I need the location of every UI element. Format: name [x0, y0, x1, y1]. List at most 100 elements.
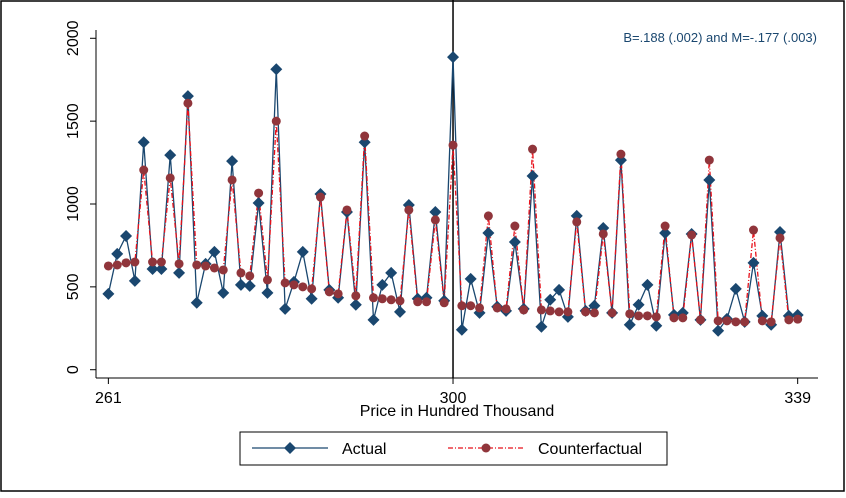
data-point [376, 278, 389, 291]
data-point [695, 315, 705, 325]
data-point [553, 283, 566, 296]
data-point [510, 221, 520, 231]
data-point [581, 307, 591, 317]
data-point [386, 295, 396, 305]
data-point [731, 317, 741, 327]
data-point [208, 245, 221, 258]
data-point [563, 307, 573, 317]
data-point [192, 260, 202, 270]
data-point [280, 278, 290, 288]
data-point [165, 173, 175, 183]
data-point [245, 271, 255, 281]
data-point [137, 136, 150, 149]
data-point [526, 169, 539, 182]
legend-marker [481, 443, 491, 453]
data-point [130, 257, 140, 267]
y-tick-label: 2000 [65, 20, 82, 56]
data-point [324, 287, 334, 297]
data-point [508, 235, 521, 248]
data-point [164, 149, 177, 162]
data-point [351, 291, 361, 301]
data-point [121, 258, 131, 268]
data-point [315, 192, 325, 202]
data-point [607, 308, 617, 318]
data-point [156, 257, 166, 267]
data-point [103, 261, 113, 271]
annotation: B=.188 (.002) and M=-.177 (.003) [623, 30, 817, 45]
legend-label: Actual [342, 441, 386, 458]
data-point [270, 63, 283, 76]
data-point [190, 296, 203, 309]
data-point [784, 315, 794, 325]
data-point [227, 175, 237, 185]
data-point [455, 323, 468, 336]
data-point [342, 205, 352, 215]
data-point [395, 296, 405, 306]
data-point [528, 144, 538, 154]
data-point [572, 217, 582, 227]
data-point [243, 279, 256, 292]
data-point [659, 227, 672, 239]
data-point [148, 257, 158, 267]
data-point [740, 317, 750, 327]
data-point [422, 297, 432, 307]
data-point [226, 155, 239, 168]
data-point [111, 247, 124, 260]
data-point [183, 98, 193, 108]
data-point [536, 305, 546, 315]
data-point [713, 316, 723, 326]
data-point [377, 294, 387, 304]
x-tick-label: 300 [440, 390, 467, 407]
data-point [429, 205, 442, 218]
data-point [722, 316, 732, 326]
data-point [641, 278, 654, 291]
data-point [173, 266, 186, 279]
data-point [535, 320, 548, 333]
data-point [544, 293, 557, 306]
data-point [466, 301, 476, 311]
data-point [271, 116, 281, 126]
data-point [632, 298, 645, 311]
x-axis-label: Price in Hundred Thousand [360, 403, 555, 420]
data-point [394, 305, 406, 318]
data-point [139, 165, 149, 175]
data-point [482, 227, 495, 239]
data-point [102, 287, 115, 300]
data-point [296, 245, 309, 258]
x-tick-label: 261 [95, 390, 122, 407]
data-point [598, 229, 608, 239]
data-point [501, 304, 511, 314]
data-point [793, 314, 803, 324]
data-point [651, 312, 661, 322]
data-point [120, 229, 133, 242]
data-point [623, 318, 636, 331]
data-point [448, 140, 458, 150]
data-point [748, 225, 758, 235]
data-point [589, 308, 599, 318]
legend-label: Counterfactual [538, 441, 642, 458]
data-point [413, 297, 423, 307]
x-tick-label: 339 [784, 390, 811, 407]
data-point [146, 262, 159, 275]
data-point [650, 319, 663, 332]
data-point [385, 266, 398, 279]
data-point [368, 293, 378, 303]
data-point [588, 299, 601, 312]
y-tick-label: 0 [65, 365, 82, 374]
data-point [112, 260, 122, 270]
data-point [404, 205, 414, 215]
data-point [181, 90, 194, 103]
data-point [447, 51, 460, 64]
data-point [439, 298, 449, 308]
data-point [457, 301, 467, 311]
data-point [747, 256, 760, 269]
data-point [766, 317, 776, 327]
data-point [218, 265, 228, 275]
data-point [305, 292, 318, 305]
data-point [360, 131, 370, 141]
data-point [236, 268, 246, 278]
data-point [757, 316, 767, 326]
data-point [464, 272, 477, 285]
data-point [289, 280, 299, 290]
